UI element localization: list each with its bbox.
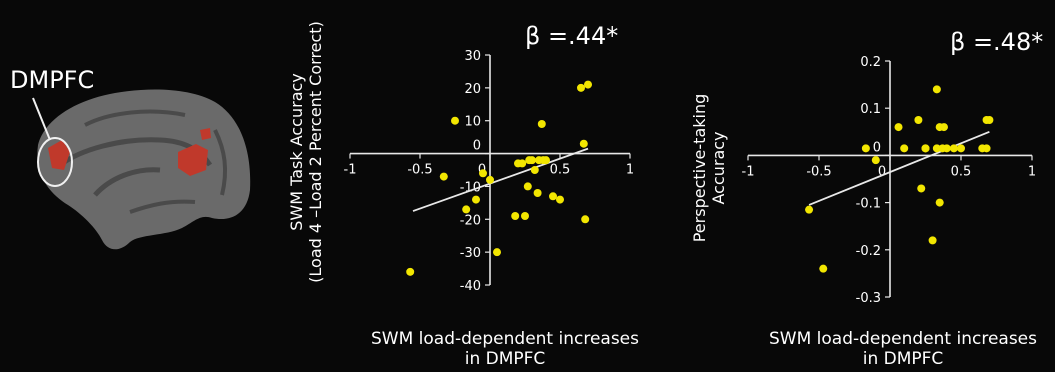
data-point <box>805 205 814 214</box>
data-point <box>439 172 448 181</box>
x-tick-label: 1 <box>1028 164 1036 179</box>
data-point <box>493 248 501 257</box>
y-tick-label: -40 <box>460 279 481 294</box>
data-point <box>479 169 487 178</box>
roi-circle <box>37 137 73 187</box>
brain-panel: DMPFC <box>10 66 251 250</box>
y-tick-label: -20 <box>460 213 481 228</box>
roi-pointer-line <box>32 97 51 141</box>
y-tick-label: -0.2 <box>856 244 881 259</box>
y-tick-label: 0.1 <box>860 102 881 117</box>
data-point <box>861 144 870 153</box>
beta-annotation: β =.48* <box>950 28 1043 56</box>
data-point <box>584 80 592 89</box>
data-point <box>511 212 520 220</box>
data-point <box>935 198 944 207</box>
scatter-chart-perspective-taking: -1 -0.5 0 0.5 1 -0.3 -0.2 -0.1 0 0.1 0.2 β =.48* SWM… <box>690 28 1043 369</box>
data-point <box>518 159 527 168</box>
beta-annotation: β =.44* <box>525 22 618 50</box>
regression-line <box>412 147 589 212</box>
activation-posterior <box>178 144 208 176</box>
y-tick-label: 0.2 <box>860 55 881 70</box>
data-point <box>900 144 909 153</box>
data-point <box>982 144 991 153</box>
x-tick-label: 0.5 <box>951 164 972 179</box>
data-point <box>939 123 948 132</box>
y-tick-label: 10 <box>464 115 481 130</box>
data-point <box>537 120 546 128</box>
data-point <box>530 166 539 174</box>
data-point <box>985 116 994 124</box>
data-point <box>406 267 415 276</box>
x-tick-label: 0 <box>878 164 886 179</box>
x-tick-label: 1 <box>626 163 634 178</box>
brain-sulcus <box>129 199 196 214</box>
data-point <box>871 156 880 165</box>
data-point <box>894 123 903 132</box>
brain-sulcus <box>213 129 228 196</box>
x-tick-label: -0.5 <box>806 164 831 179</box>
y-axis-label: SWM Task Accuracy(Load 4 –Load 2 Percent… <box>287 21 325 283</box>
data-point <box>581 215 590 224</box>
y-axis-label: Perspective-takingAccuracy <box>690 94 728 243</box>
regression-line <box>808 130 990 206</box>
x-axis-label: SWM load-dependent increases in DMPFC <box>769 329 1037 369</box>
data-point <box>921 144 930 153</box>
data-point <box>819 264 828 273</box>
y-tick-label: 30 <box>464 49 481 64</box>
data-point <box>533 189 542 197</box>
data-point <box>556 195 564 204</box>
data-point <box>932 85 941 94</box>
roi-label: DMPFC <box>10 66 94 94</box>
data-point <box>949 144 958 153</box>
activation-small <box>200 128 211 140</box>
data-point <box>932 144 941 153</box>
data-point <box>528 156 536 165</box>
y-tick-label: -0.3 <box>856 291 881 306</box>
y-tick-label: -30 <box>460 246 481 261</box>
x-axis-label: SWM load-dependent increases in DMPFC <box>371 329 639 369</box>
data-point <box>579 139 588 148</box>
y-tick-label: 0 <box>873 140 881 155</box>
data-point <box>486 175 494 184</box>
y-tick-label: 20 <box>464 82 481 97</box>
data-point <box>523 182 532 191</box>
data-point <box>451 116 459 125</box>
brain-sulcus <box>93 167 161 197</box>
y-tick-label: -0.1 <box>856 197 881 212</box>
data-point <box>914 116 923 124</box>
y-tick-label: 0 <box>473 139 481 154</box>
data-point <box>549 192 557 201</box>
x-tick-label: -1 <box>742 164 755 179</box>
data-point <box>942 144 951 153</box>
data-point <box>462 205 471 214</box>
data-point <box>928 236 937 245</box>
x-tick-label: -0.5 <box>407 163 432 178</box>
data-point <box>521 212 529 220</box>
data-point <box>577 83 585 92</box>
activation-dmpfc <box>48 140 70 170</box>
data-point <box>917 184 926 193</box>
x-tick-label: -1 <box>344 163 357 178</box>
data-point <box>957 144 965 153</box>
x-tick-label: 0.5 <box>550 163 571 178</box>
brain-sulcus <box>84 109 186 127</box>
data-point <box>542 156 550 165</box>
data-point <box>472 195 480 204</box>
